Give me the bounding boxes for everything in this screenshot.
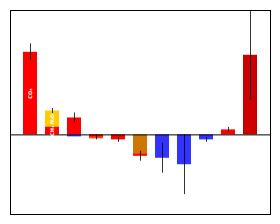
svg-text:CH₄: CH₄ — [49, 126, 55, 136]
svg-text:N₂O: N₂O — [49, 114, 55, 125]
svg-text:CO₂: CO₂ — [27, 89, 33, 99]
